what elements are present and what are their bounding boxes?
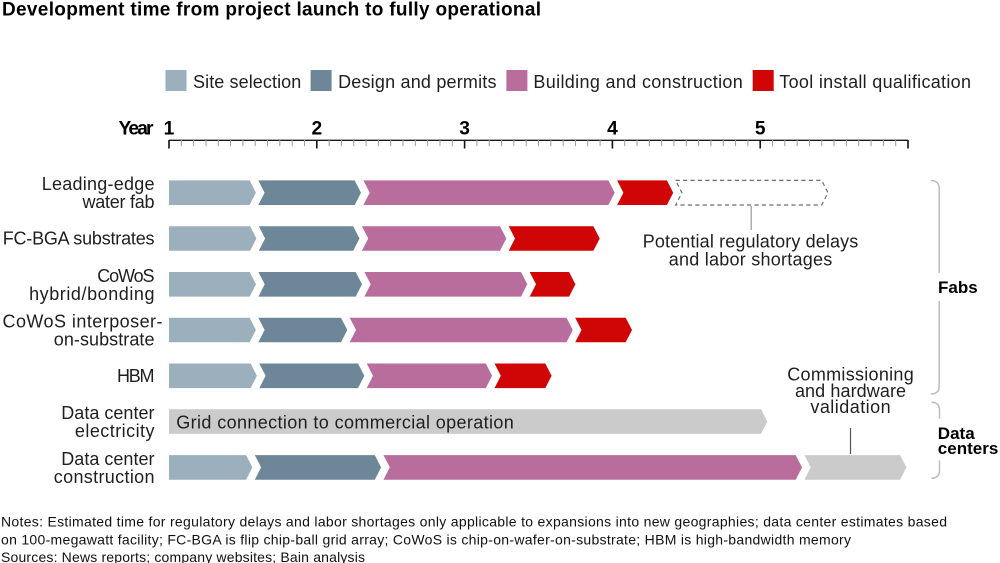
- svg-text:on-substrate: on-substrate: [54, 330, 155, 350]
- svg-text:Data center: Data center: [61, 403, 154, 423]
- svg-text:Building and construction: Building and construction: [533, 72, 742, 92]
- svg-text:Notes: Estimated time for regu: Notes: Estimated time for regulatory del…: [1, 514, 947, 530]
- svg-text:4: 4: [607, 119, 618, 140]
- svg-text:1: 1: [164, 119, 175, 140]
- svg-text:Leading-edge: Leading-edge: [42, 174, 155, 194]
- svg-text:Year: Year: [119, 119, 155, 140]
- svg-text:water fab: water fab: [82, 192, 155, 212]
- svg-text:Development time from project: Development time from project launch to …: [2, 0, 541, 21]
- svg-text:and hardware: and hardware: [795, 381, 906, 401]
- svg-text:hybrid/bonding: hybrid/bonding: [29, 284, 154, 304]
- svg-text:2: 2: [311, 119, 322, 140]
- svg-text:FC-BGA substrates: FC-BGA substrates: [3, 229, 155, 249]
- svg-text:CoWoS interposer-: CoWoS interposer-: [3, 312, 163, 332]
- svg-text:Data: Data: [938, 424, 975, 443]
- svg-text:Data center: Data center: [61, 449, 154, 469]
- svg-text:Design and permits: Design and permits: [338, 72, 496, 92]
- svg-text:centers: centers: [938, 439, 998, 458]
- svg-text:Site selection: Site selection: [193, 72, 301, 92]
- svg-text:Commissioning: Commissioning: [787, 364, 914, 384]
- svg-text:on 100-megawatt facility; FC-B: on 100-megawatt facility; FC-BGA is flip…: [1, 532, 851, 548]
- svg-text:electricity: electricity: [75, 421, 155, 441]
- svg-text:validation: validation: [810, 397, 890, 417]
- svg-text:and labor shortages: and labor shortages: [669, 249, 832, 269]
- svg-text:5: 5: [755, 119, 766, 140]
- svg-text:Sources: News reports; company: Sources: News reports; company websites;…: [1, 549, 365, 563]
- svg-text:Tool install qualification: Tool install qualification: [779, 72, 971, 92]
- svg-text:Grid connection to commercial: Grid connection to commercial operation: [176, 413, 514, 433]
- svg-text:Potential regulatory delays: Potential regulatory delays: [643, 231, 859, 251]
- svg-text:3: 3: [459, 119, 470, 140]
- svg-text:construction: construction: [54, 467, 155, 487]
- svg-text:CoWoS: CoWoS: [97, 266, 154, 286]
- svg-text:Fabs: Fabs: [938, 278, 978, 297]
- svg-text:HBM: HBM: [117, 366, 155, 386]
